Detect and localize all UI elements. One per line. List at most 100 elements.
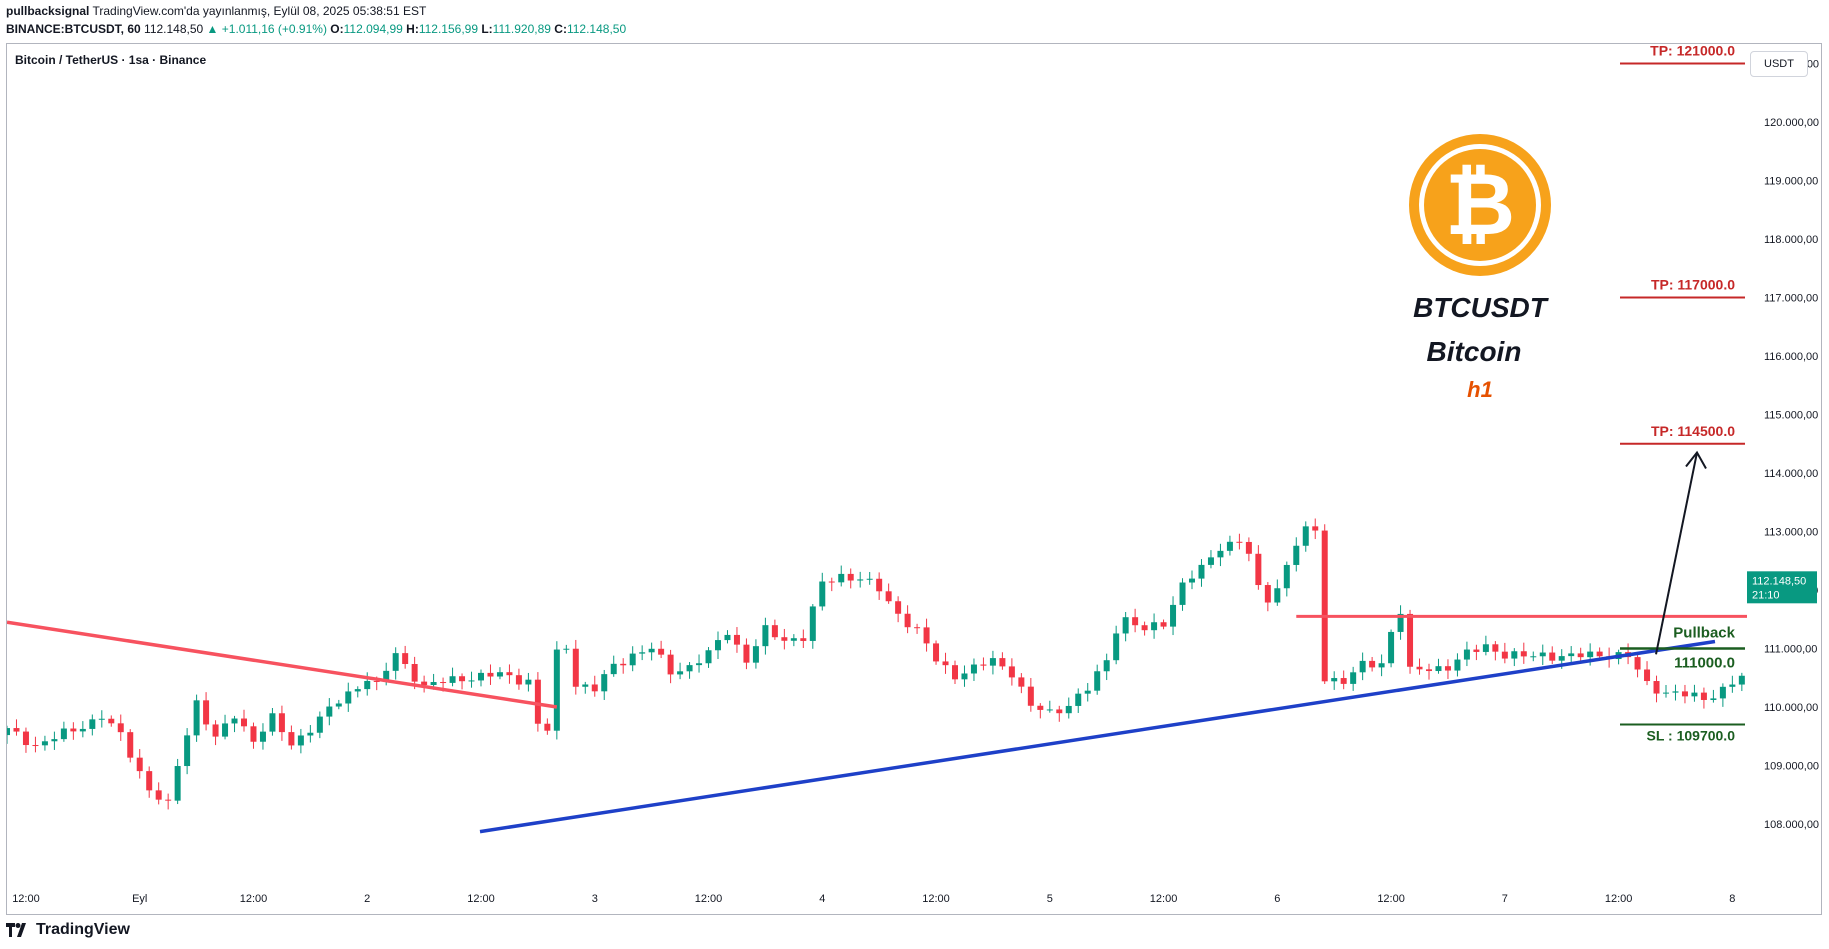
- candle-body: [1321, 530, 1328, 682]
- candle-body: [259, 731, 266, 742]
- candle: [1312, 518, 1319, 540]
- candle-body: [468, 680, 475, 682]
- candle-body: [117, 723, 124, 733]
- candle: [790, 634, 797, 647]
- candle: [838, 565, 845, 587]
- candle-body: [1767, 668, 1773, 674]
- candle-body: [1046, 709, 1053, 711]
- candle-body: [952, 665, 958, 680]
- candle-body: [1587, 651, 1594, 658]
- candle: [117, 714, 124, 741]
- candle: [1217, 543, 1224, 567]
- close-label: C:: [554, 22, 567, 36]
- candle-body: [1075, 693, 1082, 706]
- candle: [402, 645, 409, 669]
- candle-body: [1274, 588, 1281, 603]
- candle: [1264, 582, 1271, 612]
- target-arrow-line: [1655, 452, 1698, 655]
- candle-body: [7, 728, 10, 736]
- open-label: O:: [330, 22, 344, 36]
- candle-body: [288, 732, 295, 746]
- candle: [591, 675, 598, 697]
- x-tick-label-13: 7: [1502, 893, 1508, 905]
- candle-body: [1729, 684, 1736, 687]
- tp-label-1: TP: 117000.0: [1651, 277, 1735, 293]
- candle-body: [1473, 649, 1480, 652]
- candle: [563, 644, 570, 654]
- candle-body: [1786, 657, 1792, 665]
- candle-body: [1568, 653, 1575, 657]
- candle-body: [1681, 691, 1688, 697]
- candle: [1426, 663, 1432, 680]
- candle-body: [828, 581, 835, 583]
- candle: [1672, 684, 1679, 701]
- symbol-label[interactable]: BINANCE:BTCUSDT, 60: [6, 22, 141, 36]
- candle: [610, 655, 617, 677]
- candle-body: [421, 681, 428, 686]
- currency-button[interactable]: USDT: [1750, 51, 1808, 77]
- candle-body: [430, 682, 437, 686]
- candle-body: [961, 673, 968, 680]
- candle: [1350, 666, 1357, 691]
- candle-body: [1312, 526, 1319, 531]
- candle-body: [316, 716, 323, 733]
- candle-body: [1444, 666, 1451, 671]
- candle: [1008, 658, 1015, 686]
- candle: [1226, 535, 1233, 556]
- candle: [1321, 524, 1328, 685]
- candle-body: [383, 670, 390, 682]
- candle: [724, 630, 731, 644]
- candle-body: [373, 680, 380, 682]
- candle-body: [250, 726, 257, 742]
- symbol-info: BINANCE:BTCUSDT, 60 112.148,50 ▲ +1.011,…: [6, 22, 626, 36]
- candle-body: [572, 648, 579, 687]
- candle: [41, 735, 48, 751]
- candle: [307, 725, 314, 743]
- candle-body: [743, 644, 750, 663]
- candle: [942, 652, 949, 674]
- candle-body: [1378, 663, 1385, 668]
- candle: [392, 647, 399, 680]
- candle-body: [942, 661, 949, 666]
- candle: [1378, 654, 1385, 677]
- candle: [231, 715, 238, 733]
- candle-body: [297, 735, 304, 746]
- candle-body: [733, 634, 740, 645]
- candle-body: [970, 664, 977, 674]
- candle: [1748, 661, 1754, 683]
- author-name[interactable]: pullbacksignal: [6, 4, 90, 18]
- y-tick-label-6: 115.000,00: [1764, 410, 1818, 422]
- candle-body: [1340, 678, 1347, 684]
- candle: [1596, 647, 1603, 660]
- candle: [1501, 642, 1508, 664]
- candle-body: [1416, 666, 1423, 670]
- candle-body: [696, 663, 703, 666]
- candle-body: [790, 638, 797, 641]
- candle-body: [648, 648, 655, 653]
- candle: [1700, 687, 1707, 709]
- candle-body: [1634, 657, 1641, 670]
- candle: [1198, 559, 1205, 587]
- candle-body: [326, 706, 333, 717]
- x-tick-label-3: 2: [364, 893, 370, 905]
- candle: [98, 710, 105, 728]
- candle-body: [1018, 677, 1025, 687]
- candle: [269, 707, 276, 736]
- candle-body: [724, 634, 731, 641]
- candle: [885, 583, 892, 604]
- candle-body: [752, 646, 759, 663]
- candle-body: [440, 682, 447, 684]
- candle: [1435, 658, 1442, 674]
- candle-body: [677, 671, 684, 675]
- candle: [1359, 652, 1366, 681]
- candle-body: [1245, 541, 1252, 554]
- candle-body: [155, 790, 162, 800]
- candle-body: [1719, 686, 1726, 699]
- candle-body: [1179, 582, 1186, 605]
- candle-body: [1710, 698, 1717, 700]
- candle: [1416, 658, 1423, 675]
- candle: [1691, 684, 1698, 702]
- footer-logo[interactable]: TradingView: [6, 921, 130, 939]
- candle: [1018, 673, 1025, 694]
